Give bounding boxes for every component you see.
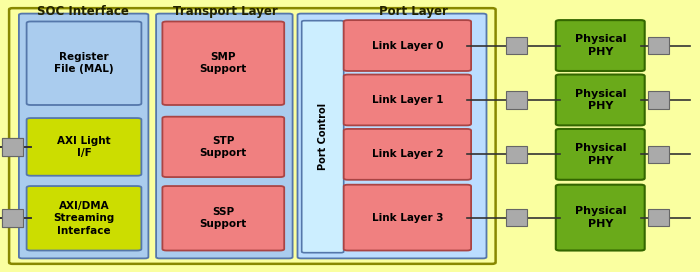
FancyBboxPatch shape: [302, 21, 344, 253]
Text: Register
File (MAL): Register File (MAL): [54, 52, 114, 75]
Text: Physical
PHY: Physical PHY: [575, 206, 626, 229]
Bar: [507, 146, 528, 163]
Bar: [507, 209, 528, 226]
FancyBboxPatch shape: [9, 8, 496, 264]
Bar: [507, 91, 528, 109]
Text: Link Layer 0: Link Layer 0: [372, 41, 443, 51]
FancyBboxPatch shape: [162, 117, 284, 177]
Text: AXI/DMA
Streaming
Interface: AXI/DMA Streaming Interface: [53, 201, 115, 236]
FancyBboxPatch shape: [556, 20, 645, 71]
Bar: [648, 146, 668, 163]
Text: SMP
Support: SMP Support: [199, 52, 247, 75]
Bar: [507, 37, 528, 54]
Text: Port Layer: Port Layer: [379, 5, 447, 18]
Text: SOC Interface: SOC Interface: [36, 5, 129, 18]
FancyBboxPatch shape: [27, 186, 141, 251]
FancyBboxPatch shape: [344, 75, 471, 125]
Text: Physical
PHY: Physical PHY: [575, 34, 626, 57]
Bar: [648, 37, 668, 54]
FancyBboxPatch shape: [344, 185, 471, 251]
FancyBboxPatch shape: [556, 129, 645, 180]
FancyBboxPatch shape: [556, 75, 645, 125]
FancyBboxPatch shape: [298, 14, 486, 258]
FancyBboxPatch shape: [156, 14, 293, 258]
Bar: [2, 209, 23, 227]
Text: Port Control: Port Control: [318, 103, 328, 170]
Bar: [2, 138, 23, 156]
FancyBboxPatch shape: [556, 185, 645, 251]
Text: SSP
Support: SSP Support: [199, 207, 247, 230]
FancyBboxPatch shape: [344, 129, 471, 180]
Text: Physical
PHY: Physical PHY: [575, 143, 626, 166]
Bar: [2, 209, 23, 227]
Bar: [648, 209, 668, 226]
Bar: [648, 91, 668, 109]
FancyBboxPatch shape: [27, 21, 141, 105]
Text: Link Layer 3: Link Layer 3: [372, 213, 443, 222]
FancyBboxPatch shape: [27, 118, 141, 176]
FancyBboxPatch shape: [162, 21, 284, 105]
Bar: [2, 138, 23, 156]
Text: Physical
PHY: Physical PHY: [575, 89, 626, 111]
Text: Link Layer 2: Link Layer 2: [372, 149, 443, 159]
FancyBboxPatch shape: [162, 186, 284, 251]
Text: Link Layer 1: Link Layer 1: [372, 95, 443, 105]
FancyBboxPatch shape: [19, 14, 148, 258]
Text: AXI Light
I/F: AXI Light I/F: [57, 136, 111, 158]
Text: STP
Support: STP Support: [199, 136, 247, 158]
FancyBboxPatch shape: [344, 20, 471, 71]
Text: Transport Layer: Transport Layer: [173, 5, 278, 18]
